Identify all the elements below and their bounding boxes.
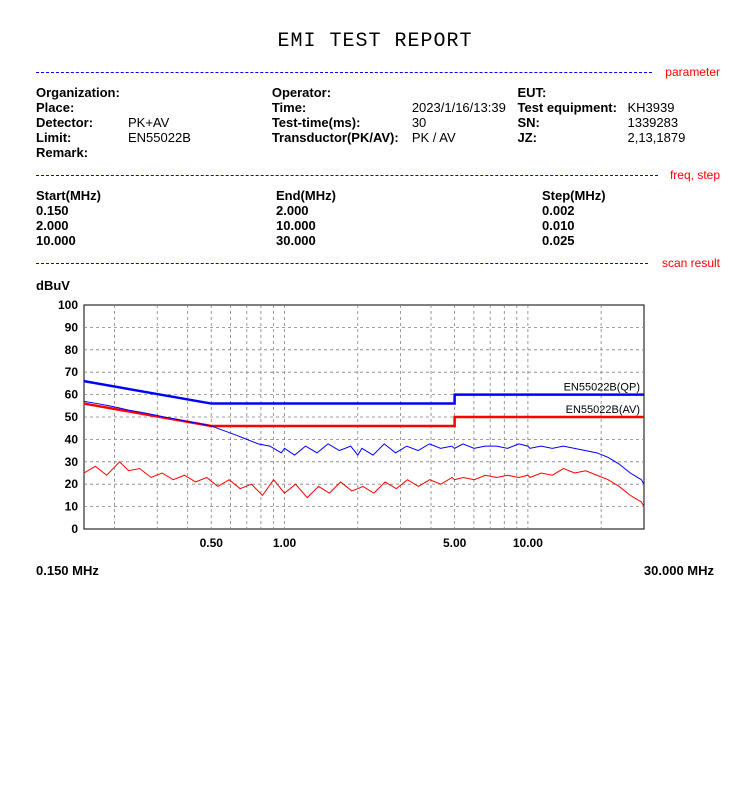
freq-val: 0.025 — [542, 233, 575, 248]
freq-val: 0.150 — [36, 203, 69, 218]
param-label: Test-time(ms): — [272, 115, 412, 130]
param-label: Place: — [36, 100, 128, 115]
separator-parameter: parameter — [30, 65, 720, 79]
svg-text:60: 60 — [65, 388, 79, 402]
param-value: KH3939 — [627, 100, 674, 115]
svg-text:20: 20 — [65, 477, 79, 491]
svg-text:5.00: 5.00 — [443, 536, 467, 550]
separator-freq-step: freq, step — [30, 168, 720, 182]
param-label: Test equipment: — [517, 100, 627, 115]
freq-val: 2.000 — [36, 218, 69, 233]
param-value: PK+AV — [128, 115, 169, 130]
param-value: 2,13,1879 — [627, 130, 685, 145]
freq-col-header: Start(MHz) — [36, 188, 101, 203]
param-label: EUT: — [517, 85, 627, 100]
svg-text:0: 0 — [71, 522, 78, 536]
param-label: Transductor(PK/AV): — [272, 130, 412, 145]
svg-text:100: 100 — [58, 298, 78, 312]
report-title: EMI TEST REPORT — [30, 30, 720, 53]
range-start: 0.150 MHz — [36, 563, 99, 578]
svg-text:10: 10 — [65, 500, 79, 514]
param-row: Limit:EN55022B Transductor(PK/AV):PK / A… — [36, 130, 714, 145]
svg-text:EN55022B(QP): EN55022B(QP) — [564, 382, 640, 394]
param-value: EN55022B — [128, 130, 191, 145]
freq-val: 10.000 — [36, 233, 76, 248]
range-end: 30.000 MHz — [644, 563, 714, 578]
freq-range-row: 0.150 MHz 30.000 MHz — [30, 557, 720, 578]
param-row: Place: Time:2023/1/16/13:39 Test equipme… — [36, 100, 714, 115]
svg-text:1.00: 1.00 — [273, 536, 297, 550]
separator-scan-result: scan result — [30, 256, 720, 270]
param-value: 1339283 — [627, 115, 678, 130]
param-row: Detector:PK+AV Test-time(ms):30 SN:13392… — [36, 115, 714, 130]
param-value: 30 — [412, 115, 426, 130]
separator-label: parameter — [661, 65, 720, 79]
freq-row: 10.000 30.000 0.025 — [36, 233, 714, 248]
freq-col-header: Step(MHz) — [542, 188, 606, 203]
emi-chart-svg: 0 10 20 30 40 50 60 70 80 90 100 0.50 1.00 5.00 10.00 E… — [36, 297, 656, 557]
freq-header-row: Start(MHz) End(MHz) Step(MHz) — [36, 188, 714, 203]
svg-text:0.50: 0.50 — [200, 536, 224, 550]
freq-val: 0.010 — [542, 218, 575, 233]
freq-val: 2.000 — [276, 203, 309, 218]
svg-text:40: 40 — [65, 432, 79, 446]
freq-val: 0.002 — [542, 203, 575, 218]
svg-text:80: 80 — [65, 343, 79, 357]
freq-row: 0.150 2.000 0.002 — [36, 203, 714, 218]
freq-val: 30.000 — [276, 233, 316, 248]
freq-val: 10.000 — [276, 218, 316, 233]
freq-step-block: Start(MHz) End(MHz) Step(MHz) 0.150 2.00… — [30, 184, 720, 254]
param-value: PK / AV — [412, 130, 456, 145]
separator-label: freq, step — [666, 168, 720, 182]
param-row: Organization: Operator: EUT: — [36, 85, 714, 100]
emi-chart: 0 10 20 30 40 50 60 70 80 90 100 0.50 1.00 5.00 10.00 E… — [30, 297, 720, 557]
svg-text:10.00: 10.00 — [513, 536, 543, 550]
svg-text:EN55022B(AV): EN55022B(AV) — [566, 404, 640, 416]
svg-text:90: 90 — [65, 320, 79, 334]
separator-label: scan result — [658, 256, 720, 270]
svg-text:50: 50 — [65, 410, 79, 424]
y-unit-label: dBuV — [30, 272, 720, 297]
report-page: EMI TEST REPORT parameter Organization: … — [0, 0, 750, 598]
param-label: Detector: — [36, 115, 128, 130]
param-label: JZ: — [517, 130, 627, 145]
parameter-block: Organization: Operator: EUT: Place: Time… — [30, 81, 720, 166]
param-value: 2023/1/16/13:39 — [412, 100, 506, 115]
svg-text:30: 30 — [65, 455, 79, 469]
param-label: Remark: — [36, 145, 128, 160]
svg-text:70: 70 — [65, 365, 79, 379]
param-label: Operator: — [272, 85, 412, 100]
freq-row: 2.000 10.000 0.010 — [36, 218, 714, 233]
param-label: Time: — [272, 100, 412, 115]
param-label: Limit: — [36, 130, 128, 145]
freq-col-header: End(MHz) — [276, 188, 336, 203]
param-label: SN: — [517, 115, 627, 130]
param-label: Organization: — [36, 85, 128, 100]
param-row: Remark: — [36, 145, 714, 160]
